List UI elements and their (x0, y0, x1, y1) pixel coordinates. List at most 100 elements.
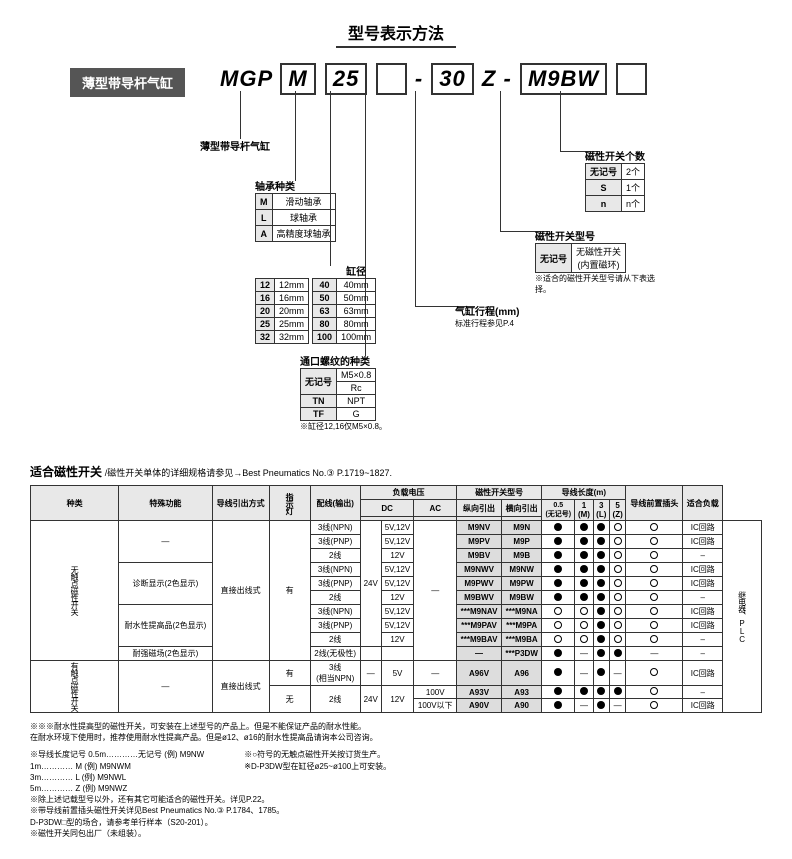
th: AC (414, 500, 457, 517)
footnote: 1m………… M (例) M9NWM (30, 761, 204, 772)
cell: L (256, 210, 273, 226)
cell: 40 (313, 279, 337, 292)
th: 配线(输出) (310, 486, 360, 521)
cell: G (337, 408, 376, 421)
callout-label: 磁性开关型号 (535, 228, 655, 243)
cell: 20mm (275, 305, 309, 318)
footnote: 5m………… Z (例) M9NWZ (30, 783, 204, 794)
product-badge: 薄型带导杆气缸 (70, 68, 185, 97)
note: ※缸径12,16仅M5×0.8。 (300, 421, 387, 432)
bore-table: 4040mm 5050mm 6363mm 8080mm 100100mm (312, 278, 376, 344)
section-title: 适合磁性开关 (30, 465, 102, 479)
cell: 50mm (337, 292, 376, 305)
cell: 50 (313, 292, 337, 305)
footnote: ※带导线前置插头磁性开关详见Best Pneumatics No.③ P.178… (30, 805, 762, 816)
ordering-diagram: 薄型带导杆气缸 MGP M 25 - 30 Z - M9BW 薄型带导杆气缸 轴… (30, 63, 762, 383)
cell: n个 (622, 196, 645, 212)
th: 导线长度(m) (542, 486, 626, 500)
cell: 100 (313, 331, 337, 344)
cell: TF (301, 408, 337, 421)
footnote: ※除上述记载型号以外，还有其它可能适合的磁性开关。详见P.22。 (30, 794, 762, 805)
footnote: 在耐水环境下使用时，推荐使用耐水性提高产品。但是ø12、ø16的耐水性提高品请询… (30, 732, 762, 743)
callout-label: 磁性开关个数 (585, 148, 645, 163)
footnote: ※导线长度记号 0.5m…………无记号 (例) M9NW (30, 749, 204, 760)
footnote: ※D-P3DW型在缸径ø25~ø100上可安装。 (244, 761, 391, 772)
th: 特殊功能 (119, 486, 212, 521)
th: 指示灯 (269, 486, 310, 521)
code-seg: M (280, 63, 315, 95)
cell: TN (301, 395, 337, 408)
footnote: D-P3DW□型的场合，请参考单行样本（S20-201）。 (30, 817, 762, 828)
th: 纵向引出 (457, 500, 502, 517)
switch-compat-table: 种类 特殊功能 导线引出方式 指示灯 配线(输出) 负载电压 磁性开关型号 导线… (30, 485, 762, 713)
cell: 1个 (622, 180, 645, 196)
cell: 2个 (622, 164, 645, 180)
cell: Rc (337, 382, 376, 395)
code-seg: M9BW (520, 63, 607, 95)
callout-label: 轴承种类 (255, 178, 336, 193)
code-seg: Z (482, 66, 496, 91)
footnote: ※○符号的无触点磁性开关按订货生产。 (244, 749, 391, 760)
cell: 80mm (337, 318, 376, 331)
bearing-table: M滑动轴承 L球轴承 A高精度球轴承 (255, 193, 336, 242)
callout-label: 薄型带导杆气缸 (200, 138, 270, 153)
cell: 16 (256, 292, 275, 305)
code-seg (616, 63, 646, 95)
thread-table: 无记号M5×0.8 Rc TNNPT TFG (300, 368, 376, 421)
cell: 63mm (337, 305, 376, 318)
th: 导线前置插头 (626, 486, 683, 521)
th: 5 (Z) (609, 500, 625, 521)
cell: 无磁性开关 (内置磁环) (572, 244, 626, 273)
th: 3 (L) (593, 500, 609, 521)
code-seg: 30 (431, 63, 473, 95)
cell: 12 (256, 279, 275, 292)
cell: 无记号 (536, 244, 572, 273)
cell: 25mm (275, 318, 309, 331)
cell: 32 (256, 331, 275, 344)
note: ※适合的磁性开关型号请从下表选择。 (535, 273, 655, 295)
footnote: ※磁性开关同包出厂（未组装）。 (30, 828, 762, 839)
cell: 100mm (337, 331, 376, 344)
bore-table: 1212mm 1616mm 2020mm 2525mm 3232mm (255, 278, 309, 344)
cell: n (586, 196, 622, 212)
cell: 80 (313, 318, 337, 331)
callout-label: 通口螺纹的种类 (300, 353, 387, 368)
cell: S (586, 180, 622, 196)
cell: 32mm (275, 331, 309, 344)
th: 导线引出方式 (212, 486, 269, 521)
cell: 63 (313, 305, 337, 318)
cell: 40mm (337, 279, 376, 292)
cell: M5×0.8 (337, 369, 376, 382)
th: 1 (M) (575, 500, 593, 521)
callout-label: 缸径 (255, 263, 366, 278)
footnote: ※※※耐水性提高型的磁性开关，可安装在上述型号的产品上。但是不能保证产品的耐水性… (30, 721, 762, 732)
cell: A (256, 226, 273, 242)
th: 磁性开关型号 (457, 486, 542, 500)
dash: - (415, 66, 423, 91)
page-title: 型号表示方法 (336, 20, 456, 48)
cell: NPT (337, 395, 376, 408)
section-subtitle: /磁性开关单体的详细规格请参见→Best Pneumatics No.③ P.1… (105, 468, 392, 478)
th: 负载电压 (360, 486, 456, 500)
code-seg (376, 63, 406, 95)
cell: 无记号 (301, 369, 337, 395)
switch-model-table: 无记号无磁性开关 (内置磁环) (535, 243, 626, 273)
th: DC (360, 500, 414, 517)
cell: 20 (256, 305, 275, 318)
cell: 球轴承 (272, 210, 335, 226)
code-seg: MGP (220, 66, 272, 91)
code-seg: 25 (325, 63, 367, 95)
footnote: 3m………… L (例) M9NWL (30, 772, 204, 783)
footnotes: ※※※耐水性提高型的磁性开关，可安装在上述型号的产品上。但是不能保证产品的耐水性… (30, 721, 762, 839)
cell: 高精度球轴承 (272, 226, 335, 242)
cell: 25 (256, 318, 275, 331)
th: 适合负载 (683, 486, 723, 521)
th: 种类 (31, 486, 119, 521)
dash: - (503, 66, 511, 91)
th: 横向引出 (502, 500, 542, 517)
cell: 无记号 (586, 164, 622, 180)
switch-count-table: 无记号2个 S1个 nn个 (585, 163, 645, 212)
part-number: MGP M 25 - 30 Z - M9BW (220, 63, 648, 95)
callout-label: 气缸行程(mm) (455, 303, 519, 318)
note: 标准行程参见P.4 (455, 318, 519, 329)
